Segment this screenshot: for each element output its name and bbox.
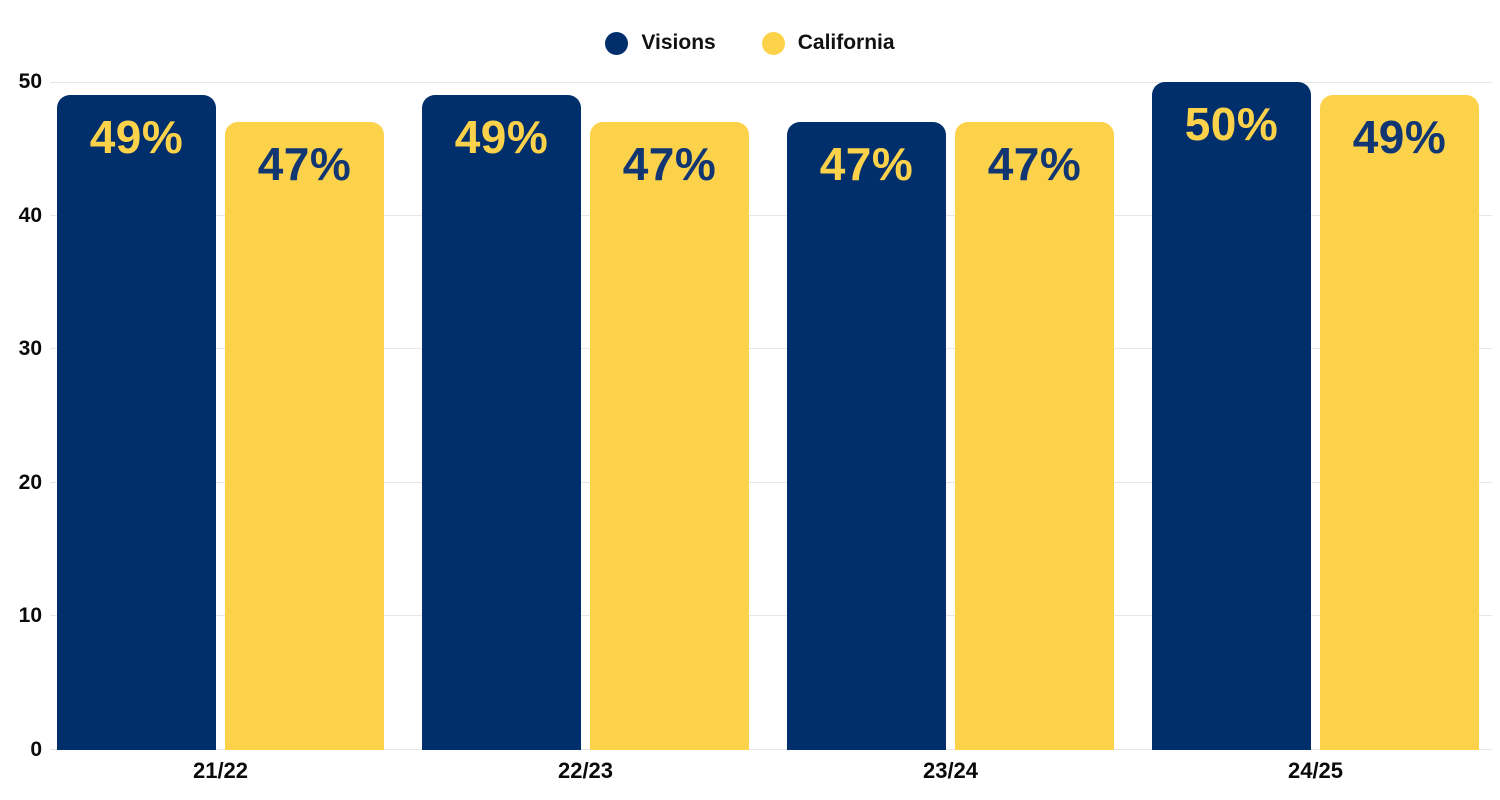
legend-label-visions: Visions (641, 31, 716, 54)
bar-value-label: 47% (622, 138, 717, 191)
bar-california-23-24: 47% (955, 122, 1114, 750)
california-legend-dot-icon (761, 31, 785, 55)
x-axis-label-24-25: 24/25 (1287, 758, 1344, 783)
x-axis-label-22-23: 22/23 (557, 758, 614, 783)
bar-value-label: 47% (987, 138, 1082, 191)
y-axis-tick-40: 40 (18, 203, 42, 227)
gridline-y-20 (50, 481, 1492, 483)
plot-area: 49% 47% 49% 47% 47% 47% 50% 49% (50, 82, 1492, 750)
bar-value-label: 47% (819, 138, 914, 191)
visions-legend-dot-icon (605, 31, 629, 55)
gridline-y-40 (50, 214, 1492, 216)
bar-visions-23-24: 47% (787, 122, 946, 750)
bar-value-label: 49% (89, 111, 184, 164)
legend-item-california[interactable]: California (761, 31, 895, 55)
y-axis-tick-20: 20 (18, 470, 42, 494)
y-axis-tick-0: 0 (30, 738, 42, 761)
bar-value-label: 47% (257, 138, 352, 191)
legend-label-california: California (797, 31, 895, 54)
y-axis-tick-30: 30 (18, 337, 42, 361)
bar-visions-24-25: 50% (1152, 82, 1311, 750)
gridline-y-30 (50, 348, 1492, 350)
bar-value-label: 49% (1352, 111, 1447, 164)
legend-item-visions[interactable]: Visions (605, 31, 716, 55)
gridline-y-50 (50, 82, 1492, 83)
chart-legend: Visions California (0, 28, 1500, 58)
bar-visions-22-23: 49% (422, 95, 581, 750)
gridline-y-10 (50, 615, 1492, 617)
y-axis-tick-10: 10 (18, 604, 42, 628)
x-axis-label-23-24: 23/24 (922, 758, 979, 783)
bar-value-label: 49% (454, 111, 549, 164)
x-axis-label-21-22: 21/22 (192, 758, 249, 783)
bar-california-24-25: 49% (1320, 95, 1479, 750)
gridline-y-0 (50, 749, 1492, 750)
y-axis-tick-50: 50 (18, 70, 42, 93)
bar-visions-21-22: 49% (57, 95, 216, 750)
bar-california-22-23: 47% (590, 122, 749, 750)
bar-value-label: 50% (1184, 98, 1279, 150)
bar-california-21-22: 47% (225, 122, 384, 750)
